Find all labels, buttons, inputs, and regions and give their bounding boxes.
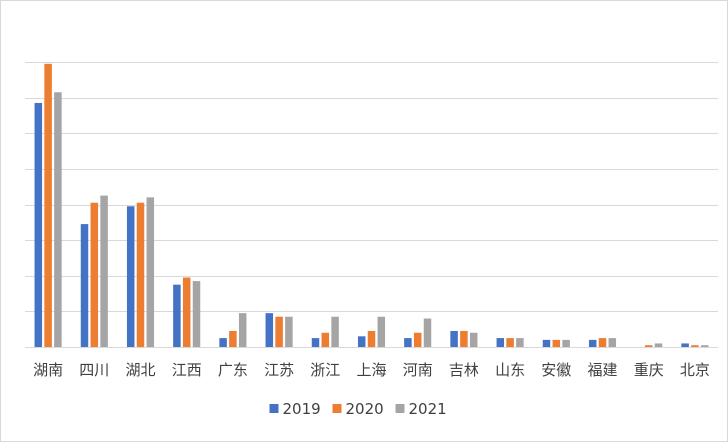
bar-2021-13	[654, 343, 663, 347]
bar-2021-11	[562, 339, 570, 348]
bar-2019-10	[496, 338, 505, 347]
bar-2019-11	[542, 339, 551, 348]
category-label: 福建	[587, 361, 617, 379]
bar-2019-3	[173, 284, 181, 347]
bar-2020-1	[90, 202, 99, 347]
bar-2021-5	[285, 316, 293, 347]
category-label: 安徽	[541, 361, 571, 379]
legend-swatch-2020	[332, 404, 342, 413]
bar-2019-0	[34, 102, 43, 347]
bar-2021-10	[516, 338, 524, 347]
category-label: 湖南	[33, 361, 63, 379]
legend-swatch-2019	[269, 404, 279, 413]
bar-2020-3	[182, 277, 191, 347]
bar-2021-8	[423, 318, 432, 347]
bar-2019-12	[588, 339, 597, 348]
bar-2020-11	[552, 339, 561, 348]
bar-2021-7	[377, 316, 386, 347]
bars	[34, 63, 709, 348]
legend: 2019 2020 2021	[269, 400, 447, 418]
category-label: 北京	[680, 361, 710, 379]
bar-2019-1	[80, 224, 89, 347]
category-label: 广东	[218, 361, 248, 379]
bar-2020-9	[460, 330, 468, 347]
bar-2019-6	[311, 338, 320, 347]
bar-2021-4	[238, 313, 247, 347]
category-labels: 湖南 四川 湖北 江西 广东 江苏 浙江 上海 河南 吉林 山东 安徽 福建 重庆 北京	[33, 361, 710, 379]
bar-2020-2	[136, 202, 145, 347]
bar-2019-8	[404, 338, 412, 347]
bar-2020-0	[44, 63, 52, 347]
legend-swatch-2021	[395, 404, 405, 413]
bar-2020-7	[367, 330, 376, 347]
bar-2020-14	[691, 345, 699, 347]
category-label: 江西	[172, 361, 202, 379]
bar-2021-0	[54, 92, 62, 347]
bar-2019-4	[219, 338, 227, 347]
category-label: 河南	[403, 361, 433, 379]
category-label: 吉林	[449, 361, 479, 379]
category-label: 浙江	[310, 361, 340, 379]
bar-2020-8	[413, 332, 422, 347]
bar-2020-5	[275, 316, 283, 347]
category-label: 山东	[495, 361, 525, 379]
bar-2020-12	[598, 338, 607, 347]
legend-label: 2021	[409, 400, 447, 418]
category-label: 江苏	[264, 361, 294, 379]
bar-2019-7	[357, 336, 366, 347]
bar-2020-13	[644, 345, 653, 347]
bar-2019-2	[126, 206, 135, 347]
bar-2020-10	[506, 338, 514, 347]
bar-2021-6	[331, 316, 339, 347]
bar-2020-4	[229, 330, 237, 347]
legend-label: 2020	[346, 400, 384, 418]
category-label: 四川	[79, 361, 109, 379]
bar-2019-14	[681, 343, 689, 347]
bar-2019-5	[265, 313, 274, 347]
category-label: 重庆	[634, 361, 664, 379]
bar-2021-9	[469, 332, 478, 347]
bar-2021-1	[100, 195, 108, 347]
bar-2019-9	[450, 330, 458, 347]
bar-2020-6	[321, 332, 330, 347]
bar-2021-3	[192, 281, 201, 347]
category-label: 上海	[356, 361, 386, 379]
bar-2021-14	[700, 345, 709, 347]
bar-2021-2	[146, 197, 155, 348]
bar-2021-12	[608, 338, 617, 347]
legend-label: 2019	[283, 400, 321, 418]
category-label: 湖北	[125, 361, 155, 379]
